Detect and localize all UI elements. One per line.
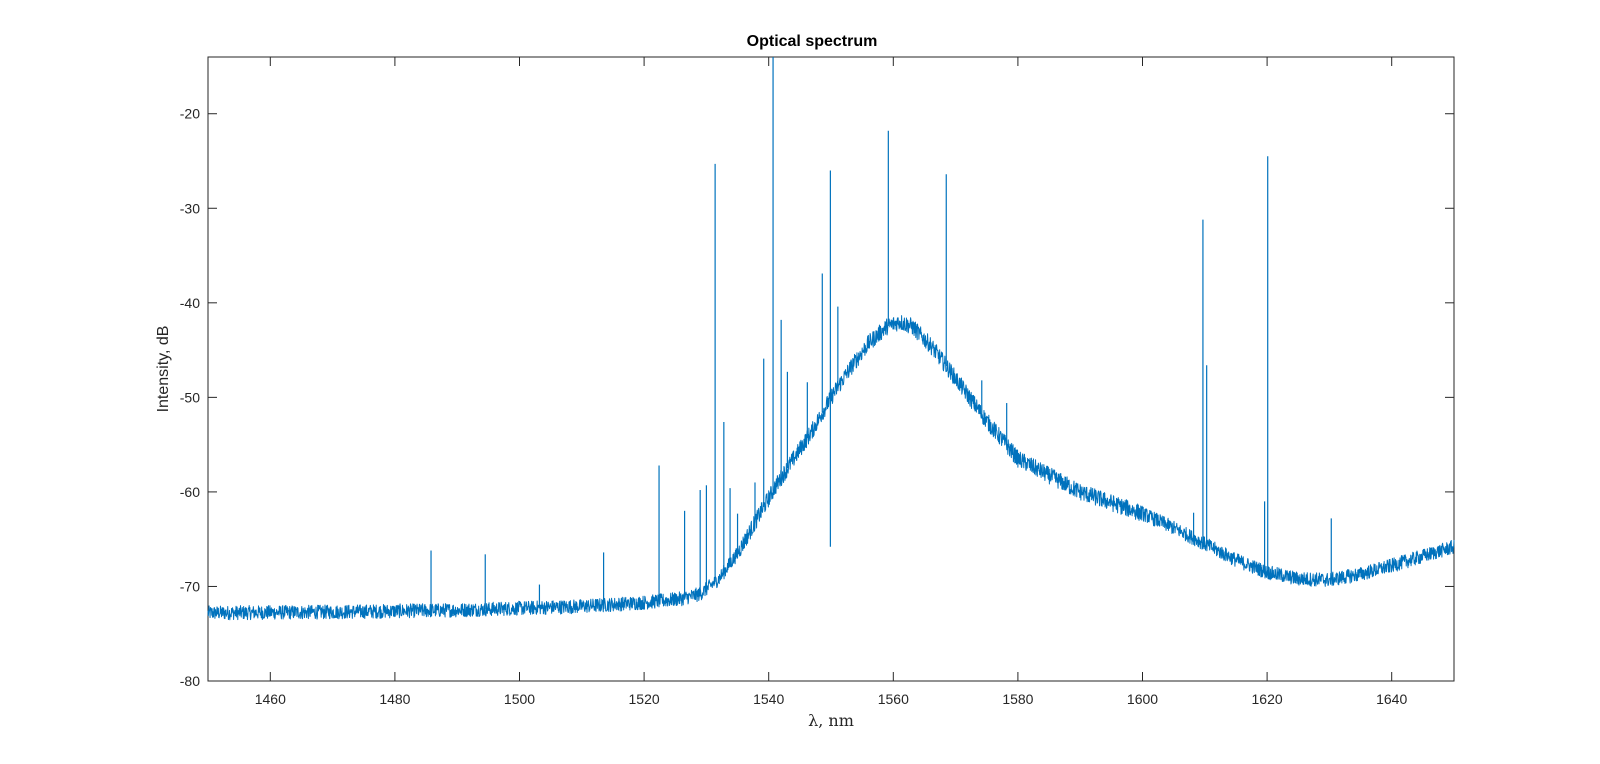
y-tick-label: -30 xyxy=(180,200,200,216)
x-tick-label: 1520 xyxy=(629,691,660,707)
chart-title: Optical spectrum xyxy=(747,33,878,50)
y-tick-label: -50 xyxy=(180,389,200,405)
y-axis-label: Intensity, dB xyxy=(155,326,172,413)
x-tick-label: 1620 xyxy=(1252,691,1283,707)
x-axis-label: λ, nm xyxy=(808,711,854,730)
x-tick-label: 1600 xyxy=(1127,691,1158,707)
plot-area xyxy=(207,56,1455,682)
x-tick-labels: 1460 1480 1500 1520 1540 1560 1580 1600 1620 1640 xyxy=(255,691,1408,707)
x-tick-label: 1460 xyxy=(255,691,286,707)
y-tick-label: -80 xyxy=(180,673,200,689)
x-tick-label: 1500 xyxy=(504,691,535,707)
y-tick-label: -70 xyxy=(180,578,200,594)
x-tick-label: 1560 xyxy=(878,691,909,707)
y-tick-label: -40 xyxy=(180,295,200,311)
spectrum-trace xyxy=(207,57,1455,621)
axis-ticks xyxy=(208,57,1454,682)
spectrum-line xyxy=(207,315,1455,621)
x-tick-label: 1640 xyxy=(1376,691,1407,707)
y-tick-label: -60 xyxy=(180,484,200,500)
x-tick-label: 1540 xyxy=(753,691,784,707)
x-tick-label: 1480 xyxy=(379,691,410,707)
y-tick-labels: -80 -70 -60 -50 -40 -30 -20 xyxy=(180,106,200,689)
x-tick-label: 1580 xyxy=(1002,691,1033,707)
y-tick-label: -20 xyxy=(180,106,200,122)
